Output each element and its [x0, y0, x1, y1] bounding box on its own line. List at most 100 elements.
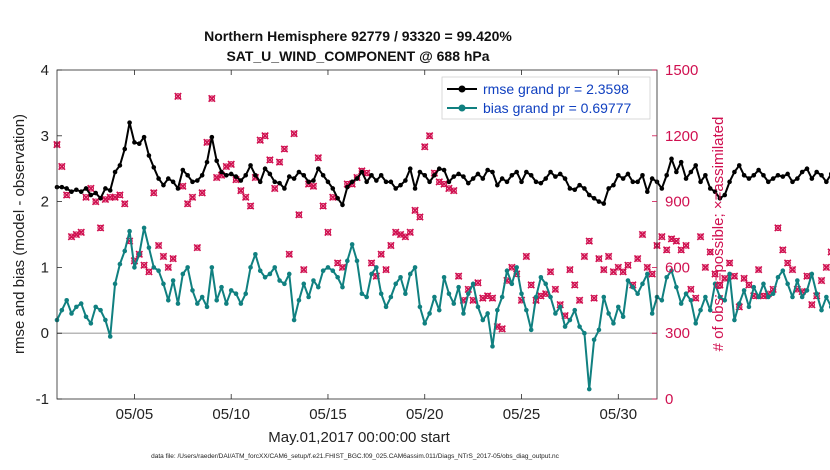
rmse-series-point [712, 189, 718, 195]
rmse-series-point [325, 179, 331, 185]
bias-series-point [132, 265, 137, 270]
y2-tick-label: 600 [665, 259, 690, 276]
obs-possible-point [242, 194, 249, 201]
obs-assimilated-point [551, 285, 560, 294]
x-axis-label: May.01,2017 00:00:00 start [268, 429, 450, 446]
rmse-series-point [819, 172, 824, 178]
obs-assimilated-point [445, 184, 453, 193]
rmse-series-point [214, 158, 219, 164]
rmse-series-point [165, 176, 171, 181]
obs-possible-point [595, 255, 603, 262]
bias-series-point [175, 301, 181, 306]
bias-series-point [291, 317, 297, 323]
y-axis-label: rmse and bias (model - observation) [11, 114, 28, 354]
x-tick-label: 05/25 [503, 406, 541, 423]
rmse-series-point [83, 186, 89, 191]
bias-series-point [374, 265, 379, 270]
bias-series-point [190, 288, 195, 293]
obs-assimilated-point [314, 153, 323, 162]
obs-assimilated-point [701, 263, 710, 272]
bias-series-point [436, 307, 442, 313]
obs-possible-point [257, 137, 264, 144]
rmse-series-point [799, 169, 805, 175]
obs-assimilated-point [362, 169, 371, 177]
rmse-series-point [204, 159, 210, 165]
bias-series-point [165, 298, 171, 303]
rmse-series-point [548, 169, 553, 175]
obs-possible-point [92, 198, 99, 205]
bias-series-point [553, 311, 558, 316]
bias-series-point [427, 311, 432, 316]
obs-possible-point [658, 233, 665, 240]
y-tick-label: 2 [41, 194, 49, 211]
obs-assimilated-point [159, 252, 168, 261]
rmse-series-point [185, 172, 190, 178]
rmse-series-point [669, 156, 674, 162]
obs-assimilated-point [624, 261, 632, 269]
rmse-series-point [543, 176, 549, 181]
rmse-series-point [630, 179, 636, 185]
bias-series-point [199, 294, 205, 300]
obs-assimilated-point [82, 193, 90, 201]
rmse-series-point [809, 176, 815, 181]
bias-series-point [146, 245, 152, 250]
rmse-series-point [296, 169, 302, 175]
obs-assimilated-point [174, 92, 182, 101]
obs-possible-point [605, 253, 612, 260]
bias-series-point [712, 281, 718, 287]
obs-possible-point [702, 264, 709, 271]
obs-assimilated-point [474, 278, 482, 287]
rmse-series-point [717, 196, 723, 201]
bias-series-point [509, 281, 515, 287]
bias-series-point [717, 294, 723, 300]
obs-assimilated-point [682, 241, 690, 250]
obs-possible-point [692, 294, 699, 302]
bias-series-point [780, 268, 786, 273]
bias-series-point [630, 284, 636, 290]
obs-assimilated-point [633, 254, 642, 263]
obs-possible-point [281, 145, 288, 153]
legend-bias-label: bias grand pr = 0.69777 [483, 100, 631, 116]
rmse-series-point [412, 186, 418, 191]
obs-possible-point [828, 249, 830, 255]
bias-series-point [707, 307, 713, 313]
bias-series-point [388, 294, 394, 300]
obs-possible-point [237, 187, 245, 194]
y-tick-label: 0 [41, 325, 49, 342]
bias-series-point [499, 294, 505, 300]
obs-possible-point [411, 207, 419, 214]
obs-assimilated-point [145, 268, 153, 276]
legend-box [441, 76, 651, 120]
obs-possible-point [179, 183, 186, 190]
rmse-series-point [756, 167, 761, 173]
bias-series-point [824, 294, 829, 300]
bias-series-point [417, 304, 423, 310]
bias-series-point [320, 268, 326, 273]
bias-series-point [306, 294, 311, 300]
rmse-series-point [74, 187, 79, 193]
rmse-series-point [383, 179, 389, 185]
obs-possible-point [334, 259, 341, 267]
bias-series-point [582, 330, 587, 336]
obs-possible-point [523, 253, 530, 260]
bias-series-point [751, 284, 757, 290]
bias-series-point [277, 278, 282, 283]
obs-possible-point [300, 266, 307, 273]
obs-possible-point [63, 191, 70, 199]
rmse-series-point [422, 172, 428, 178]
bias-series-point [204, 304, 210, 310]
obs-possible-point [378, 251, 385, 258]
rmse-series-point [262, 166, 268, 171]
bias-series-point [219, 284, 224, 290]
rmse-series-point [732, 169, 737, 175]
obs-possible-point [590, 294, 598, 302]
y2-tick-label: 1500 [665, 62, 698, 79]
bias-series-point [301, 281, 307, 287]
bias-series-point [432, 294, 437, 300]
bias-series-point [325, 265, 331, 270]
obs-possible-point [155, 242, 162, 249]
x-tick-label: 05/20 [406, 406, 444, 423]
bias-series-point [659, 298, 665, 303]
obs-assimilated-point [188, 193, 197, 201]
obs-assimilated-point [754, 265, 763, 274]
